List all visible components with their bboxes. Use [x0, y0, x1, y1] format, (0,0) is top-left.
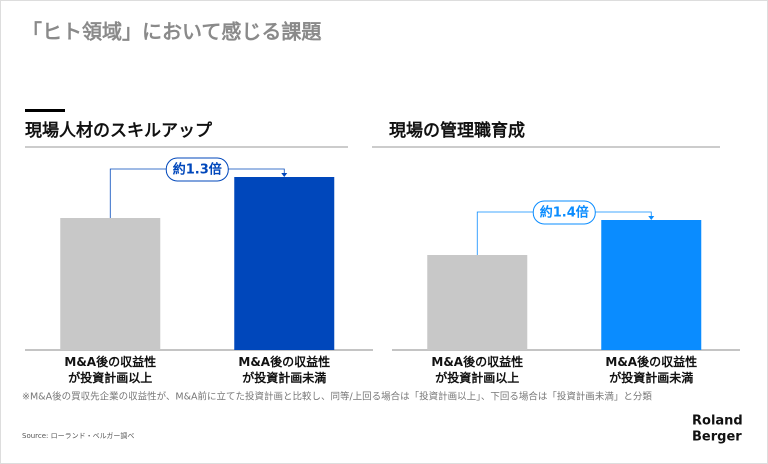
ratio-arrowhead — [281, 173, 288, 177]
bar — [234, 177, 335, 350]
bar — [427, 255, 528, 350]
ratio-label: 約1.3倍 — [173, 162, 222, 178]
x-tick-label: M&A後の収益性 が投資計画未満 — [605, 355, 698, 385]
chart-title: 現場の管理職育成 — [389, 120, 525, 141]
x-tick-label: M&A後の収益性 が投資計画以上 — [431, 355, 524, 385]
source: Source: ローランド・ベルガー調べ — [22, 431, 134, 440]
x-tick-label: M&A後の収益性 が投資計画未満 — [238, 355, 331, 385]
ratio-label: 約1.4倍 — [540, 205, 589, 221]
ratio-badge — [532, 200, 596, 225]
ratio-badge — [165, 157, 229, 182]
brand-line: Roland — [692, 414, 743, 429]
ratio-arrowhead — [648, 216, 655, 220]
bar — [601, 220, 702, 350]
accent-bar — [25, 109, 65, 112]
brand-line: Berger — [692, 430, 742, 445]
slide-title: 「ヒト領域」において感じる課題 — [22, 20, 322, 44]
x-tick-label: M&A後の収益性 が投資計画以上 — [64, 355, 157, 385]
bar — [60, 218, 161, 350]
footnote: ※M&A後の買収先企業の収益性が、M&A前に立てた投資計画と比較し、同等/上回る… — [22, 391, 652, 403]
chart-title: 現場人材のスキルアップ — [25, 120, 213, 141]
